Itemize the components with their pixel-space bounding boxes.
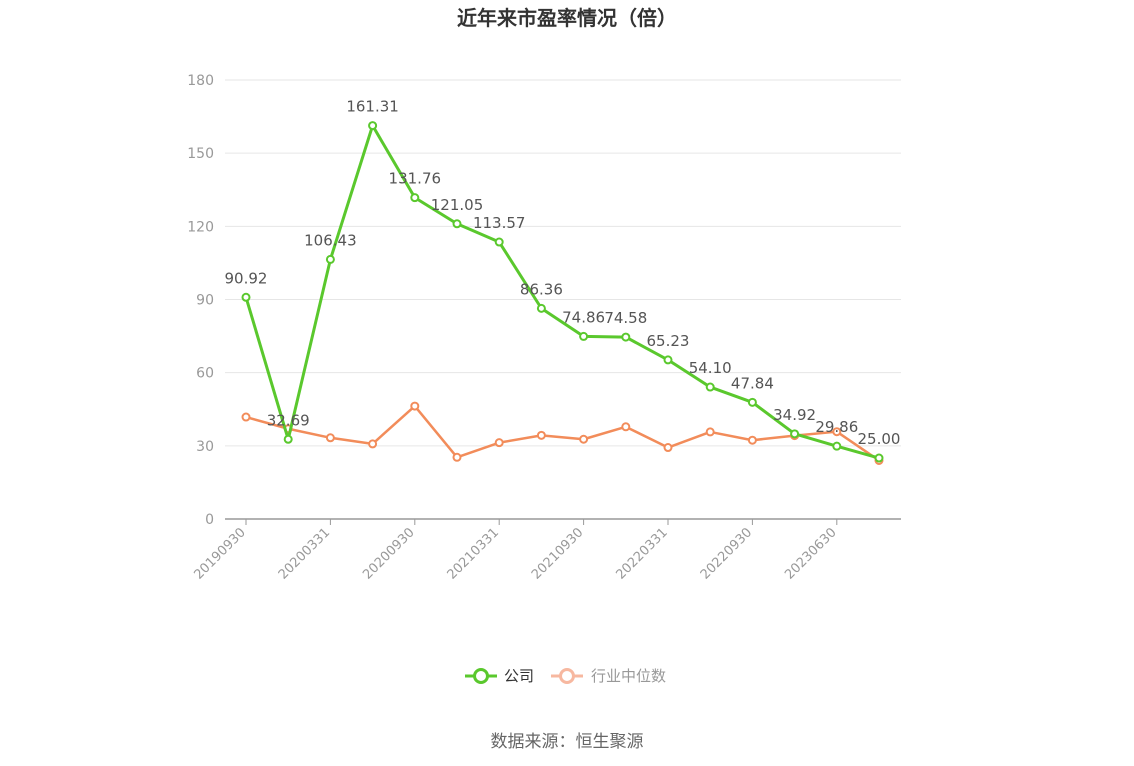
data-point[interactable] [747, 397, 757, 407]
x-tick-label: 20210331 [445, 525, 502, 582]
data-label: 90.92 [225, 269, 268, 287]
chart-title: 近年来市盈率情况（倍） [457, 6, 677, 30]
legend-label-company: 公司 [504, 667, 534, 685]
data-point[interactable] [241, 412, 251, 422]
data-point[interactable] [579, 434, 589, 444]
data-label: 65.23 [647, 332, 690, 350]
data-point[interactable] [621, 422, 631, 432]
y-tick-label: 30 [196, 439, 214, 455]
legend-marker-company [473, 668, 489, 684]
data-point[interactable] [874, 453, 884, 463]
data-label: 32.69 [267, 411, 310, 429]
legend-marker-industry-median [559, 668, 575, 684]
series-line-industry-median [245, 404, 880, 462]
data-point[interactable] [705, 427, 715, 437]
x-axis: 20190930 20200331 20200930 20210331 20210930… [191, 519, 840, 583]
data-point[interactable] [663, 355, 673, 365]
legend-item-industry-median[interactable]: 行业中位数 [551, 667, 666, 685]
data-point[interactable] [452, 219, 462, 229]
data-point[interactable] [325, 254, 335, 264]
data-label: 106.43 [304, 231, 357, 249]
grid [225, 79, 901, 447]
legend: 公司 行业中位数 [465, 667, 666, 685]
y-tick-label: 180 [187, 73, 214, 89]
x-tick-label: 20220930 [698, 525, 755, 582]
data-point[interactable] [832, 427, 842, 437]
y-tick-label: 120 [187, 219, 214, 235]
x-tick-label: 20210930 [529, 525, 586, 582]
data-point[interactable] [452, 452, 462, 462]
data-label: 25.00 [858, 430, 901, 448]
data-point[interactable] [705, 382, 715, 392]
x-tick-label: 20200930 [360, 525, 417, 582]
legend-label-industry-median: 行业中位数 [591, 667, 666, 685]
data-point[interactable] [241, 292, 251, 302]
data-point[interactable] [410, 401, 420, 411]
series-line-company [244, 124, 880, 460]
data-point[interactable] [536, 430, 546, 440]
data-point[interactable] [283, 434, 293, 444]
data-point[interactable] [368, 439, 378, 449]
data-label: 86.36 [520, 280, 563, 298]
data-label: 74.58 [604, 309, 647, 327]
data-point[interactable] [494, 237, 504, 247]
data-point[interactable] [621, 332, 631, 342]
y-tick-label: 60 [196, 366, 214, 382]
data-point[interactable] [325, 433, 335, 443]
data-point[interactable] [790, 429, 800, 439]
data-label: 74.86 [562, 308, 605, 326]
y-tick-label: 90 [196, 293, 214, 309]
data-point[interactable] [747, 435, 757, 445]
x-tick-label: 20190930 [191, 525, 248, 582]
x-tick-label: 20200331 [276, 525, 333, 582]
data-point[interactable] [410, 193, 420, 203]
data-point[interactable] [832, 441, 842, 451]
data-label: 47.84 [731, 374, 774, 392]
data-point[interactable] [663, 443, 673, 453]
y-tick-label: 150 [187, 146, 214, 162]
data-label: 113.57 [473, 214, 526, 232]
data-label: 161.31 [346, 98, 399, 116]
y-tick-label: 0 [205, 512, 214, 528]
data-label: 29.86 [815, 418, 858, 436]
data-point[interactable] [536, 303, 546, 313]
data-label: 34.92 [773, 406, 816, 424]
data-labels: 90.92 32.69 106.43 161.31 131.76 121.05113.57… [225, 98, 901, 448]
data-label: 131.76 [389, 170, 442, 188]
data-point[interactable] [579, 331, 589, 341]
y-axis: 0 30 60 90 120 150 180 [187, 73, 214, 528]
legend-item-company[interactable]: 公司 [465, 667, 534, 685]
source-note: 数据来源：恒生聚源 [491, 732, 644, 752]
x-tick-label: 20220331 [613, 525, 670, 582]
x-tick-label: 20230630 [782, 525, 839, 582]
data-point[interactable] [494, 438, 504, 448]
data-label: 121.05 [431, 196, 484, 214]
data-label: 54.10 [689, 359, 732, 377]
data-point[interactable] [368, 121, 378, 131]
series-layer [241, 121, 884, 465]
